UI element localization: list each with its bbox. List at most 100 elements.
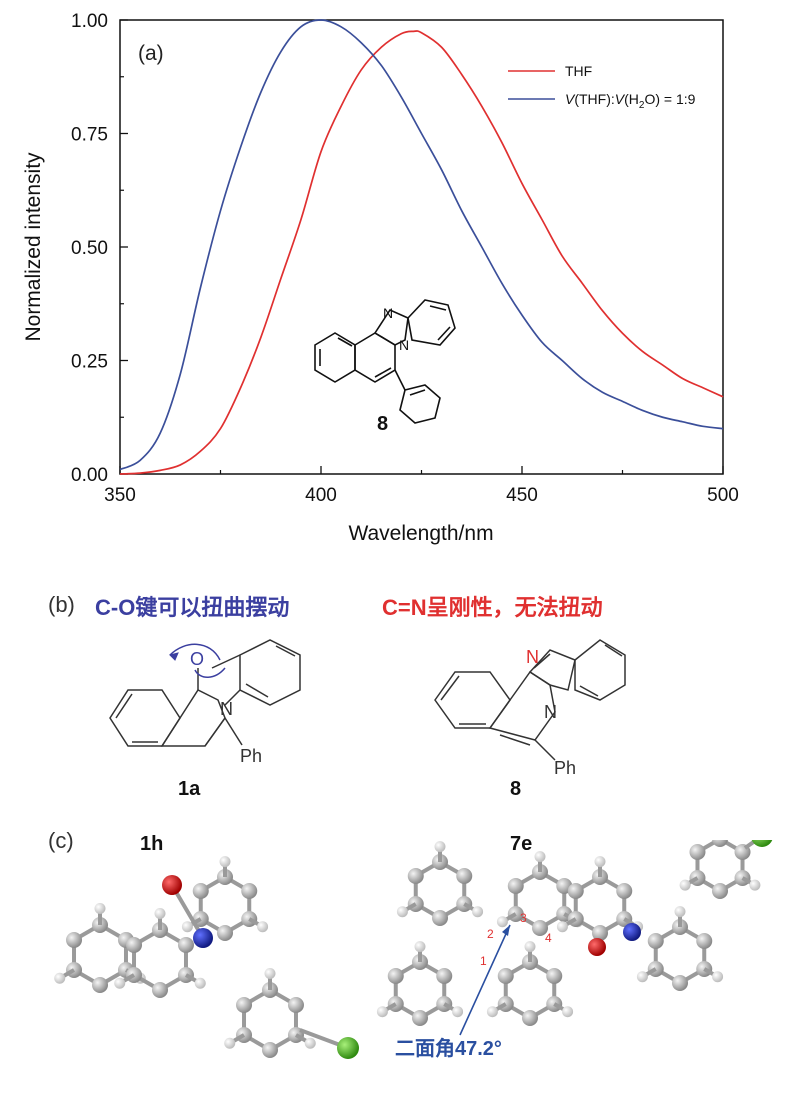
carbon-atom (616, 883, 633, 899)
carbon-atom (696, 933, 713, 949)
hydrogen-atom (452, 1006, 464, 1018)
panel-b-left-title: C-O键可以扭曲摆动 (95, 595, 290, 620)
atom-number-label: 1 (480, 954, 487, 968)
oxygen-atom (588, 938, 606, 956)
hydrogen-atom (219, 856, 231, 868)
compound-label-1a: 1a (178, 778, 201, 800)
compound-label-7e: 7e (510, 833, 533, 855)
carbon-atom (407, 868, 424, 884)
carbon-atom (412, 1010, 428, 1026)
carbon-atom (126, 937, 143, 953)
nitrogen-atom (193, 928, 213, 948)
hydrogen-atom (534, 851, 546, 863)
x-tick-label: 450 (506, 485, 538, 506)
hydrogen-atom (194, 977, 206, 989)
hydrogen-atom (264, 968, 276, 979)
molecule-1a (109, 639, 301, 747)
carbon-atom (522, 1010, 538, 1026)
carbon-atom (647, 933, 664, 949)
inset-compound-label: 8 (377, 413, 388, 435)
hydrogen-atom (154, 908, 166, 919)
dihedral-angle-label: 二面角47.2° (395, 1038, 502, 1060)
hydrogen-atom (486, 1006, 498, 1018)
hydrogen-atom (712, 971, 724, 983)
hydrogen-atom (679, 879, 691, 891)
hydrogen-atom (594, 856, 606, 868)
carbon-atom (436, 968, 453, 984)
hydrogen-atom (114, 977, 126, 989)
carbon-atom (712, 840, 728, 847)
carbon-atom (66, 932, 83, 948)
panel-c-3d-models: 12 3 4 (54, 840, 773, 1059)
twist-arrow-icon (169, 643, 226, 678)
y-tick-label: 0.75 (71, 125, 108, 146)
carbon-atom (217, 925, 233, 941)
legend-label-thf: THF (565, 63, 592, 79)
carbon-atom (177, 937, 194, 953)
carbon-atom (497, 968, 514, 984)
hydrogen-atom (181, 921, 193, 933)
hydrogen-atom (562, 1006, 574, 1018)
x-tick-label: 400 (305, 485, 337, 506)
carbon-atom (432, 910, 448, 926)
atom-number-label: 4 (545, 931, 552, 945)
compound-label-8: 8 (510, 778, 521, 800)
hydrogen-atom (434, 841, 446, 853)
panel-label-c: (c) (48, 828, 74, 853)
atom-number-labels: 12 3 4 (480, 911, 552, 968)
carbon-atom (192, 883, 209, 899)
atom-n-8: N (544, 702, 557, 722)
hydrogen-atom (414, 941, 426, 953)
carbon-atom (567, 883, 584, 899)
substituent-ph-1a: Ph (240, 746, 262, 766)
y-tick-label: 0.50 (71, 238, 108, 259)
panel-b-right-title: C=N呈刚性，无法扭动 (382, 595, 603, 620)
dihedral-arrowhead-icon (502, 925, 510, 936)
panel-label-b: (b) (48, 592, 75, 617)
hydrogen-atom (674, 906, 686, 918)
hydrogen-atom (396, 906, 408, 918)
hydrogen-atom (54, 972, 66, 984)
twist-arrowhead-icon (169, 652, 179, 661)
inset-atom-n2: N (399, 337, 409, 353)
legend-label-mix: V(THF):V(H2O) = 1:9 (565, 91, 696, 111)
hydrogen-atom (472, 906, 484, 918)
atom-number-label: 3 (520, 911, 527, 925)
inset-atom-n1: N (383, 305, 393, 321)
series-line-1 (119, 19, 724, 471)
compound-label-1h: 1h (140, 833, 164, 855)
chlorine-atom (751, 840, 773, 847)
carbon-atom (712, 883, 728, 899)
chart-a: 350 400 450 500 0.00 0.25 0.50 0.75 1.00 (a) Wav… (22, 11, 739, 545)
panel-b-structures: O N Ph 1a N N Ph 8 (109, 639, 626, 800)
carbon-atom (532, 920, 548, 936)
molecule-model-1h (54, 856, 359, 1059)
substituent-ph-8: Ph (554, 758, 576, 778)
chlorine-atom (337, 1037, 359, 1059)
hydrogen-atom (749, 879, 761, 891)
carbon-atom (236, 997, 253, 1013)
carbon-atom (592, 925, 608, 941)
carbon-atom (152, 982, 168, 998)
series-line-0 (119, 30, 724, 475)
hydrogen-atom (636, 971, 648, 983)
carbon-atom (546, 968, 563, 984)
atom-n-8-top: N (526, 647, 539, 667)
hydrogen-atom (257, 921, 269, 933)
x-tick-label: 500 (707, 485, 739, 506)
molecule-model-7e (376, 840, 773, 1026)
y-axis-title: Normalized intensity (22, 152, 45, 342)
carbon-atom (456, 868, 473, 884)
hydrogen-atom (496, 916, 508, 928)
bond (170, 883, 205, 940)
carbon-atom (507, 878, 524, 894)
molecule-8 (434, 639, 626, 761)
oxygen-atom (162, 875, 182, 895)
carbon-atom (262, 1042, 278, 1058)
carbon-atom (672, 975, 688, 991)
carbon-atom (689, 844, 706, 860)
inset-molecule-8 (314, 299, 456, 424)
hydrogen-atom (94, 903, 106, 914)
x-tick-label: 350 (104, 485, 136, 506)
y-tick-label: 1.00 (71, 11, 108, 32)
